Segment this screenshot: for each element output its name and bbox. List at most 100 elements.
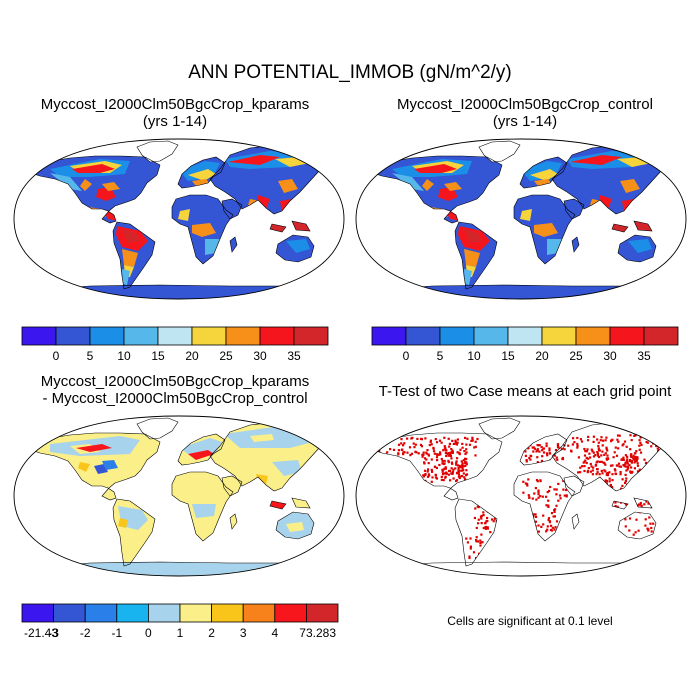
- significant-cell: [546, 525, 549, 528]
- coastline: [221, 198, 243, 220]
- colorbar-1-swatch: [55, 326, 91, 346]
- significant-cell: [532, 446, 535, 449]
- significant-cell: [604, 452, 607, 455]
- field-patch: [272, 460, 302, 476]
- significant-cell: [553, 510, 556, 513]
- significant-cell: [471, 437, 474, 440]
- significant-cell: [548, 489, 551, 493]
- significant-cell: [435, 466, 438, 470]
- colorbar-3-swatch: [242, 603, 276, 623]
- significant-cell: [645, 500, 648, 503]
- significant-cell: [629, 448, 632, 451]
- significant-cell: [622, 456, 625, 459]
- panel-3-title-line2: - Myccost_I2000Clm50BgcCrop_control: [42, 390, 308, 407]
- significant-cell: [616, 434, 620, 437]
- significant-cell: [445, 454, 448, 458]
- field-patch: [102, 460, 118, 470]
- significant-cell: [615, 464, 618, 467]
- significant-cell: [484, 522, 487, 525]
- significant-cell: [551, 526, 554, 529]
- significant-cell: [522, 480, 525, 483]
- field-patch: [192, 504, 216, 518]
- significant-cell: [591, 450, 594, 453]
- significant-cell: [447, 461, 450, 464]
- field-patch: [228, 155, 280, 165]
- significant-cell: [626, 462, 629, 465]
- field-patch: [464, 249, 480, 267]
- significant-cell: [409, 454, 412, 457]
- field-patch: [118, 518, 128, 528]
- significant-cell: [579, 471, 582, 474]
- significant-cell: [553, 509, 556, 512]
- significant-cell: [427, 462, 430, 465]
- field-patch: [534, 223, 558, 237]
- field-patch: [122, 229, 140, 243]
- significant-cell: [618, 434, 621, 437]
- significant-cell: [602, 439, 605, 442]
- field-patch: [444, 182, 462, 191]
- significant-cell: [527, 494, 530, 497]
- significant-cell: [606, 449, 609, 452]
- colorbar-1-tick-label: 5: [87, 349, 94, 363]
- significant-cell: [451, 462, 454, 465]
- significant-cell: [547, 518, 550, 522]
- significant-cell: [656, 447, 659, 450]
- significant-cell: [468, 443, 472, 446]
- coastline: [633, 220, 653, 232]
- significant-cell: [422, 451, 425, 454]
- significant-cell: [413, 446, 416, 449]
- significant-cell: [541, 449, 544, 452]
- significant-cell: [624, 518, 627, 521]
- coastline: [275, 511, 315, 540]
- significant-cell: [624, 473, 627, 476]
- coastline: [513, 194, 576, 265]
- significant-cell: [474, 507, 477, 510]
- significant-cell: [596, 471, 599, 474]
- significant-cell: [586, 448, 589, 451]
- significant-cell: [571, 443, 574, 446]
- coastline: [291, 497, 311, 509]
- significant-cell: [441, 460, 444, 463]
- field-patch: [522, 161, 562, 181]
- significant-cell: [460, 460, 463, 463]
- significant-cell: [455, 461, 458, 464]
- significant-cell: [592, 455, 596, 458]
- significant-cell: [465, 451, 468, 454]
- significant-cell: [603, 469, 606, 472]
- significant-cell: [432, 450, 436, 453]
- significant-cell: [628, 464, 631, 467]
- field-patch: [176, 476, 226, 504]
- significant-cell: [466, 541, 469, 544]
- significant-cell: [427, 473, 430, 476]
- significant-cell: [594, 464, 597, 467]
- significant-cell: [657, 434, 660, 437]
- coastline: [617, 511, 657, 540]
- colorbar-3-swatch: [21, 603, 55, 623]
- significant-cell: [634, 434, 637, 437]
- significant-cell: [615, 454, 619, 457]
- significant-cell: [604, 479, 607, 482]
- significant-cell: [622, 443, 625, 446]
- colorbar-2-swatch: [643, 326, 679, 346]
- map-border: [13, 138, 345, 300]
- significant-cell: [397, 449, 400, 452]
- panel-2-title: Myccost_I2000Clm50BgcCrop_control (yrs 1…: [355, 96, 695, 130]
- significant-cell: [425, 451, 428, 454]
- panel-3-title: Myccost_I2000Clm50BgcCrop_kparams - Mycc…: [10, 373, 340, 407]
- significant-cell: [604, 470, 607, 473]
- significant-cell: [622, 458, 625, 461]
- significant-cell: [430, 443, 433, 446]
- significant-cell: [447, 437, 450, 440]
- significant-cell: [416, 437, 419, 440]
- coastline: [571, 236, 580, 253]
- colorbar-1-tick-label: 30: [253, 349, 267, 363]
- significant-cell: [576, 442, 579, 446]
- significant-cell: [621, 444, 624, 447]
- significant-cell: [553, 528, 556, 531]
- significant-cell: [454, 441, 457, 444]
- significant-cell: [474, 440, 477, 443]
- significant-cell: [570, 449, 573, 452]
- significant-cell: [444, 476, 447, 479]
- colorbar-2-swatch: [507, 326, 543, 346]
- significant-cell: [567, 444, 570, 447]
